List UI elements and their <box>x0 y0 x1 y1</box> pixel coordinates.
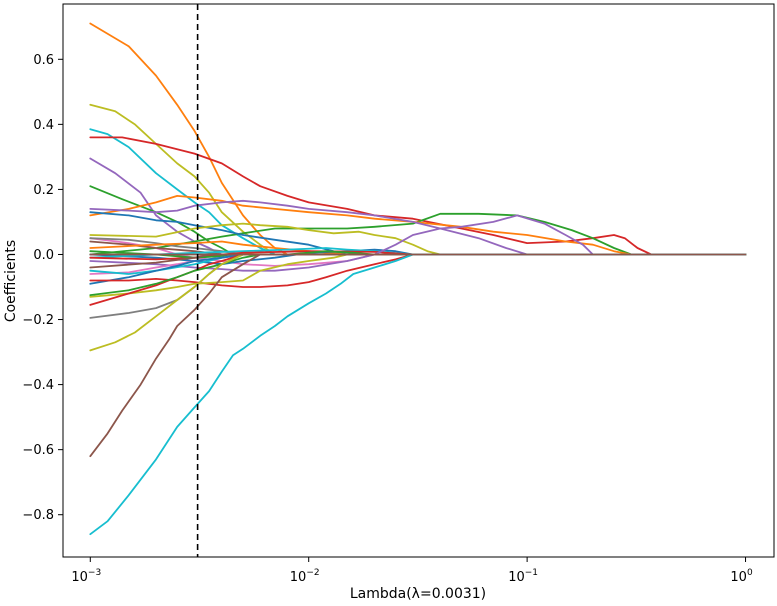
coefficient-series-8 <box>89 195 747 256</box>
coefficient-series-15 <box>89 240 747 256</box>
x-tick-base: 10 <box>508 570 525 585</box>
y-axis-title: Coefficients <box>3 240 19 322</box>
x-tick-base: 10 <box>290 570 307 585</box>
y-tick-label: −0.2 <box>22 313 54 328</box>
x-tick-exponent: −2 <box>306 568 319 578</box>
x-tick-base: 10 <box>71 570 88 585</box>
x-tick-label: 10−2 <box>290 568 320 585</box>
coefficient-series-32 <box>89 253 747 536</box>
x-axis-title: Lambda(λ=0.0031) <box>350 586 486 602</box>
coefficient-series-26 <box>89 253 747 298</box>
x-tick-exponent: −3 <box>88 568 101 578</box>
y-tick-label: −0.8 <box>22 508 54 523</box>
coefficient-series-9 <box>89 199 747 256</box>
y-tick-label: −0.6 <box>22 443 54 458</box>
coefficient-series-20 <box>89 214 747 272</box>
coefficient-series-28 <box>89 253 747 296</box>
coefficient-series-3 <box>89 128 747 256</box>
series-layer <box>89 22 747 536</box>
x-tick-label: 10−3 <box>71 568 101 585</box>
y-tick-label: 0.6 <box>33 53 54 68</box>
coefficient-series-7 <box>89 212 747 256</box>
y-tick-label: 0.4 <box>33 118 54 133</box>
y-tick-label: −0.4 <box>22 378 54 393</box>
x-axis: 10−3 10−2 10−1 100 <box>71 557 753 585</box>
coefficient-series-30 <box>89 253 747 352</box>
y-axis: 0.6 0.4 0.2 0.0 −0.2 −0.4 −0.6 −0.8 <box>22 53 63 523</box>
coefficient-series-11 <box>89 222 747 256</box>
x-tick-label: 100 <box>730 568 753 585</box>
x-tick-exponent: 0 <box>747 568 753 578</box>
y-tick-label: 0.0 <box>33 248 54 263</box>
x-tick-label: 10−1 <box>508 568 538 585</box>
coefficient-series-31 <box>89 253 747 458</box>
coefficient-series-4 <box>89 136 747 256</box>
x-tick-exponent: −1 <box>525 568 538 578</box>
x-tick-base: 10 <box>730 570 747 585</box>
plot-frame <box>62 3 775 558</box>
y-tick-label: 0.2 <box>33 183 54 198</box>
